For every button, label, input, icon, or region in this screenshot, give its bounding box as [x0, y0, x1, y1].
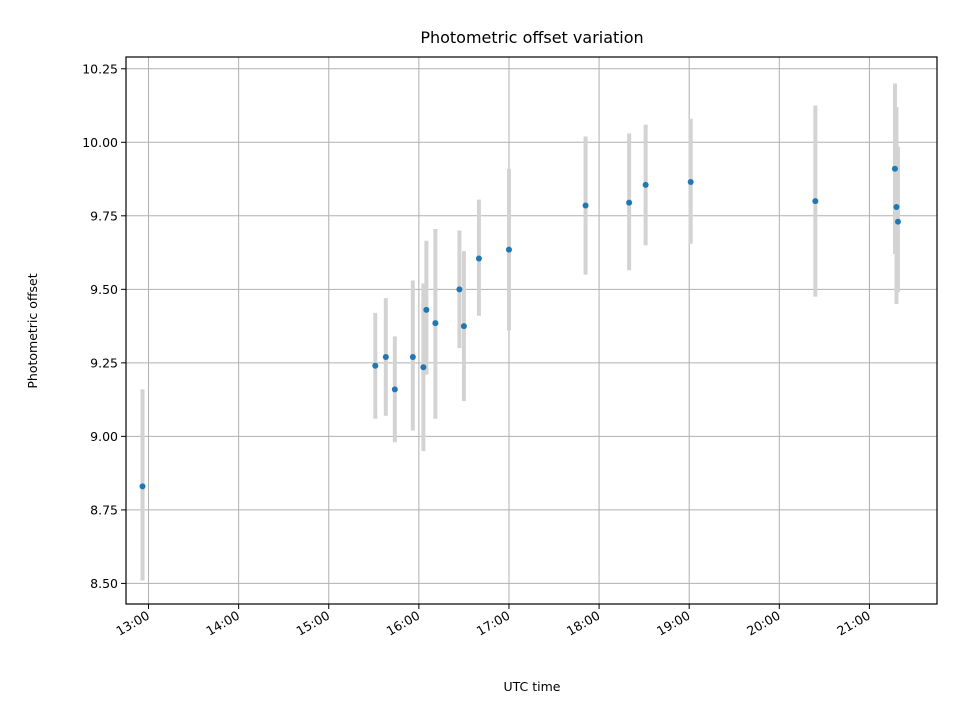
y-tick-label: 10.25	[82, 61, 118, 76]
data-point	[139, 483, 146, 490]
chart-title: Photometric offset variation	[420, 28, 643, 47]
data-point	[423, 306, 430, 313]
data-point	[420, 364, 427, 371]
y-tick-label: 10.00	[82, 135, 118, 150]
data-point	[432, 320, 439, 327]
data-point	[391, 386, 398, 393]
data-point	[812, 198, 819, 205]
plot-frame	[125, 56, 938, 605]
y-tick-label: 8.50	[90, 576, 118, 591]
y-tick-label: 9.50	[90, 282, 118, 297]
data-point	[894, 218, 901, 225]
data-point	[893, 203, 900, 210]
data-point	[475, 255, 482, 262]
data-point	[382, 353, 389, 360]
y-tick-label: 9.25	[90, 355, 118, 370]
y-tick-label: 8.75	[90, 502, 118, 517]
data-point	[582, 202, 589, 209]
data-point	[642, 181, 649, 188]
data-point	[505, 246, 512, 253]
data-point	[626, 199, 633, 206]
data-points	[139, 165, 901, 490]
data-point	[409, 353, 416, 360]
data-point	[891, 165, 898, 172]
data-point	[687, 178, 694, 185]
y-axis-ticks: 8.50 8.75 9.00 9.25 9.50 9.75 10.00 10.25	[82, 61, 126, 591]
data-point	[460, 323, 467, 330]
y-tick-label: 9.75	[90, 208, 118, 223]
grid	[126, 57, 937, 604]
x-axis-label: UTC time	[504, 679, 561, 694]
y-axis-label: Photometric offset	[25, 273, 40, 388]
y-tick-label: 9.00	[90, 429, 118, 444]
data-point	[372, 362, 379, 369]
data-point	[456, 286, 463, 293]
